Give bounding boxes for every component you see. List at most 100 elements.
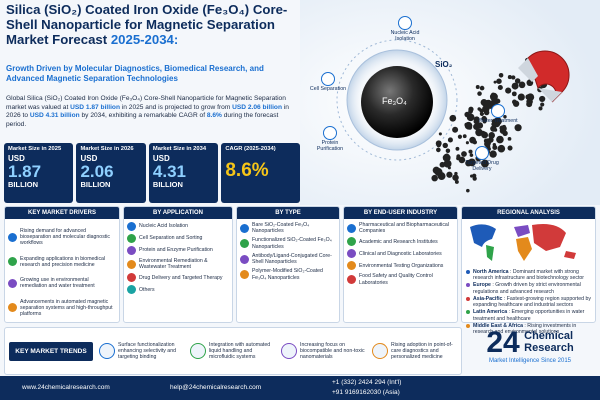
region-name: Asia-Pacific: [473, 295, 503, 302]
particle: [465, 159, 472, 167]
region-name: Latin America: [473, 309, 508, 316]
particle: [496, 135, 504, 144]
item-icon: [347, 261, 356, 271]
region-bullet: [466, 270, 470, 274]
item-icon: [8, 257, 17, 267]
footer: www.24chemicalresearch.com help@24chemic…: [0, 376, 600, 400]
item-icon: [240, 254, 249, 264]
particle: [456, 154, 461, 159]
item-icon: [127, 246, 136, 255]
item-icon: [127, 234, 136, 243]
phone: +1 (332) 2424 294 (Int'l): [332, 379, 402, 386]
region-item: North America : Dominant market with str…: [466, 269, 591, 281]
particle: [540, 102, 545, 107]
intro-text: in 2026 to: [6, 103, 289, 120]
particle: [472, 173, 477, 178]
trend-icon: [372, 342, 388, 359]
section-item: Environmental Remediation & Wastewater T…: [127, 258, 229, 270]
particle: [491, 121, 497, 127]
section-title: BY APPLICATION: [124, 207, 232, 219]
item-icon: [347, 237, 356, 247]
regional-list: North America : Dominant market with str…: [462, 269, 595, 335]
iron-oxide-core: [361, 66, 433, 138]
trends-panel: KEY MARKET TRENDS Surface functionalizat…: [4, 327, 462, 375]
trends-list: Surface functionalization enhancing sele…: [97, 342, 461, 361]
trends-title: KEY MARKET TRENDS: [9, 341, 93, 361]
particle: [446, 171, 453, 178]
logo-number: 24: [486, 326, 520, 359]
particle: [452, 126, 459, 133]
section-item: Antibody/Ligand-Conjugated Core-Shell Na…: [240, 253, 336, 265]
orbit: [336, 39, 458, 161]
email[interactable]: help@24chemicalresearch.com: [170, 384, 262, 391]
section-title: BY TYPE: [237, 207, 339, 219]
section-item: Growing use in environmental remediation…: [8, 277, 116, 289]
item-icon: [127, 285, 136, 295]
region-name: North America: [473, 269, 509, 275]
particle: [454, 179, 459, 184]
trend-item: Rising adoption in point-of-care diagnos…: [372, 342, 459, 361]
magnet: [527, 50, 570, 103]
region-line: Europe : Growth driven by strict environ…: [473, 282, 591, 294]
particle: [458, 156, 466, 164]
region-text: : Dominant market with strong research i…: [473, 269, 585, 282]
stat-scale: BILLION: [152, 180, 183, 189]
icon: [491, 104, 505, 118]
section-panel: BY TYPE Bare SiO₂-Coated Fe₃O₄ Nanopartic…: [236, 206, 340, 323]
particle: [507, 145, 513, 151]
core-label: Fe₃O₄: [382, 96, 407, 106]
intro-highlight: USD 2.06 billion: [232, 103, 282, 111]
stat-scale: BILLION: [80, 180, 111, 189]
particle: [431, 174, 438, 182]
particle: [507, 75, 512, 80]
stat-value: 8.6%: [225, 160, 269, 181]
item-text: Pharmaceutical and Biopharmaceutical Com…: [359, 222, 449, 235]
region-bullet: [466, 283, 470, 288]
particle: [499, 125, 507, 133]
particle: [476, 122, 484, 129]
stat-value: 4.31: [152, 162, 186, 181]
region-bullet: [466, 310, 470, 315]
particle: [507, 136, 512, 141]
item-text: Environmental Remediation & Wastewater T…: [139, 258, 208, 271]
regional-panel: REGIONAL ANALYSIS North America : Domina…: [461, 206, 596, 335]
item-icon: [347, 249, 356, 259]
section-item: Advancements in automated magnetic separ…: [8, 299, 116, 318]
section-item: Cell Separation and Sorting: [127, 234, 229, 243]
particle: [455, 146, 460, 151]
particle: [442, 153, 451, 162]
stats: Market Size in 2025 USD 1.87 BILLION Market …: [4, 143, 301, 203]
section-item: Polymer-Modified SiO₂-Coated Fe₃O₄ Nanop…: [240, 268, 336, 281]
item-icon: [127, 273, 136, 283]
region-item: Latin America : Emerging opportunities i…: [466, 309, 591, 322]
section-panel: KEY MARKET DRIVERS Rising demand for adva…: [4, 206, 120, 323]
world-map: [470, 224, 576, 261]
particle: [479, 111, 484, 117]
intro-text: in 2025 and is projected to grow from: [119, 103, 233, 111]
particle: [493, 128, 498, 132]
stat-box: Market Size in 2025 USD 1.87 BILLION: [4, 143, 74, 203]
section-item: Protein and Enzyme Purification: [127, 246, 229, 255]
map-la: [486, 245, 494, 261]
particle: [473, 116, 480, 123]
region-item: Asia-Pacific : Fastest-growing region su…: [466, 296, 591, 308]
item-icon: [347, 223, 356, 233]
region-item: Middle East & Africa : Rising investment…: [466, 323, 591, 335]
section-item: Others: [127, 285, 229, 295]
particle: [480, 130, 486, 137]
particle: [496, 117, 501, 121]
icon: [321, 72, 335, 86]
intro: Global Silica (SiO₂) Coated Iron Oxide (…: [6, 95, 298, 130]
logo-tagline: Market Intelligence Since 2015: [488, 358, 572, 364]
application-label: Targeted Drug Delivery: [465, 160, 499, 173]
trend-icon: [281, 342, 297, 359]
website[interactable]: www.24chemicalresearch.com: [22, 384, 110, 391]
particle: [461, 151, 467, 157]
trend-text: Integration with automated liquid handli…: [209, 341, 271, 361]
stat-unit: USD: [152, 154, 170, 163]
item-text: Expanding applications in biomedical res…: [20, 255, 106, 268]
particle: [477, 91, 482, 96]
trend-text: Rising adoption in point-of-care diagnos…: [391, 341, 453, 361]
section-item: Environmental Testing Organizations: [347, 261, 454, 271]
